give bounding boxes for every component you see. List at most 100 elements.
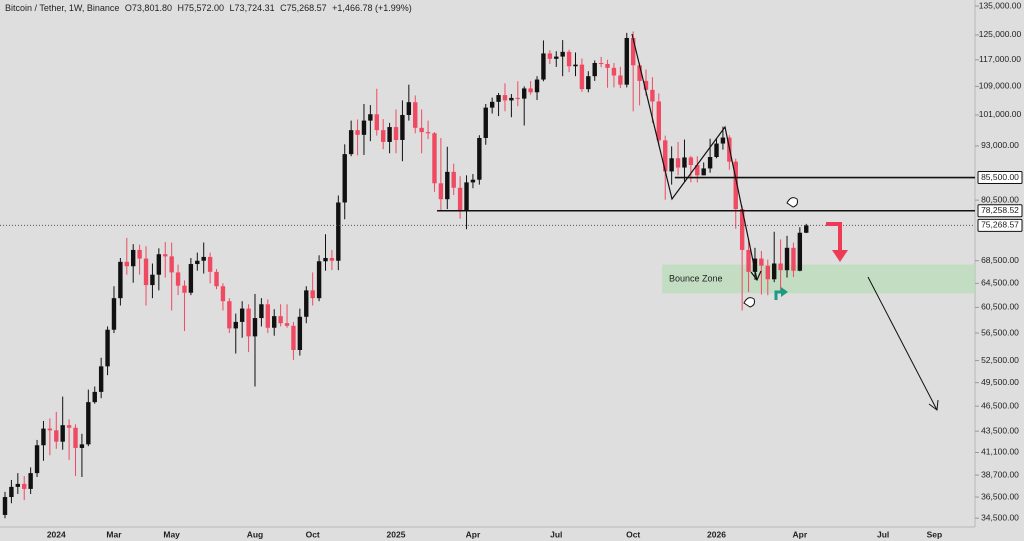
candle-body [470, 179, 476, 183]
candle-body [406, 102, 412, 115]
candle-body [342, 154, 347, 203]
ohlc-close: C75,268.57 [280, 3, 327, 13]
candle-body [630, 37, 636, 66]
candle-body [304, 290, 309, 317]
candle-body [329, 258, 335, 261]
candle-body [502, 95, 508, 101]
candle-body [150, 274, 155, 286]
red-down-arrow [826, 222, 842, 252]
candle-body [573, 64, 578, 67]
y-tick-label: 56,500.00 [981, 327, 1019, 337]
y-tick-label: 43,500.00 [981, 425, 1019, 435]
candle-body [496, 95, 501, 102]
candle-body [111, 298, 117, 330]
x-tick-label: Jul [550, 529, 562, 539]
candle-body [714, 143, 719, 158]
candle-body [637, 65, 642, 81]
candle-body [663, 140, 668, 172]
candle-body [156, 254, 162, 275]
candle-body [566, 51, 572, 67]
candle-body [413, 102, 418, 128]
level-label: 78,258.52 [981, 205, 1019, 215]
candle-body [259, 304, 264, 319]
candle-body [79, 444, 85, 448]
candle-body [534, 79, 540, 93]
x-tick-label: Apr [793, 529, 808, 539]
zigzag-arrowhead [750, 270, 762, 282]
candle-body [201, 256, 206, 261]
candle-body [246, 308, 251, 337]
y-tick-label: 60,500.00 [981, 302, 1019, 312]
x-tick-label: 2026 [707, 529, 726, 539]
candle-body [175, 272, 181, 286]
x-tick-label: Oct [626, 529, 640, 539]
candle-body [272, 316, 277, 328]
candle-body [720, 137, 726, 144]
candle-body [54, 430, 59, 442]
candle-body [233, 321, 238, 329]
candle-body [400, 114, 405, 140]
candle-body [86, 402, 91, 445]
candle-body [522, 88, 527, 99]
level-label-box [977, 204, 1023, 218]
candle-body [284, 323, 290, 326]
y-tick-label: 117,000.00 [979, 54, 1021, 64]
candle-body [278, 316, 283, 324]
candle-body [688, 157, 694, 166]
candle-body [131, 249, 136, 267]
candle-body [598, 63, 604, 65]
candle-body [797, 232, 803, 271]
change: +1,466.78 (+1.99%) [332, 3, 412, 13]
candle-body [509, 97, 514, 101]
candle-body [323, 258, 328, 262]
last-price-label: 75,268.57 [981, 220, 1019, 230]
candle-body [489, 101, 495, 108]
candle-body [560, 51, 565, 57]
candle-body [765, 265, 770, 280]
candle-body [784, 247, 790, 271]
candle-body [105, 329, 110, 367]
candle-body [739, 209, 745, 250]
candle-body [98, 366, 104, 392]
y-tick-label: 109,000.00 [979, 81, 1022, 91]
candle-body [214, 271, 219, 287]
candle-body [547, 53, 553, 59]
candle-body [124, 261, 129, 267]
candle-body [695, 165, 700, 176]
y-tick-label: 68,500.00 [981, 255, 1019, 265]
green-up-arrowhead [781, 287, 788, 297]
candle-body [361, 120, 367, 135]
x-tick-label: Mar [106, 529, 122, 539]
candle-body [2, 497, 8, 515]
candle-body [579, 64, 585, 90]
candle-body [541, 53, 546, 80]
candle-body [22, 483, 27, 489]
y-tick-label: 80,500.00 [981, 194, 1019, 204]
candle-body [220, 286, 226, 302]
candle-body [374, 114, 379, 131]
y-tick-label: 46,500.00 [981, 400, 1019, 410]
candle-body [464, 182, 469, 211]
bounce-zone [662, 264, 975, 294]
candle-body [118, 261, 123, 299]
candle-body [477, 137, 482, 180]
y-tick-label: 93,000.00 [981, 140, 1019, 150]
x-tick-label: Oct [306, 529, 320, 539]
candle-body [445, 171, 450, 200]
candle-body [605, 63, 610, 68]
ohlc-high: H75,572.00 [177, 3, 224, 13]
candle-body [778, 263, 783, 271]
candle-body [252, 318, 258, 337]
y-tick-label: 49,500.00 [981, 377, 1019, 387]
candle-body [227, 301, 232, 329]
y-tick-label: 34,500.00 [981, 512, 1019, 522]
candle-body [746, 249, 751, 272]
candle-body [9, 486, 14, 498]
candle-body [66, 425, 72, 428]
y-tick-label: 36,500.00 [981, 491, 1019, 501]
red-down-arrowhead [832, 250, 848, 262]
x-tick-label: Jul [877, 529, 889, 539]
candle-body [618, 75, 623, 85]
